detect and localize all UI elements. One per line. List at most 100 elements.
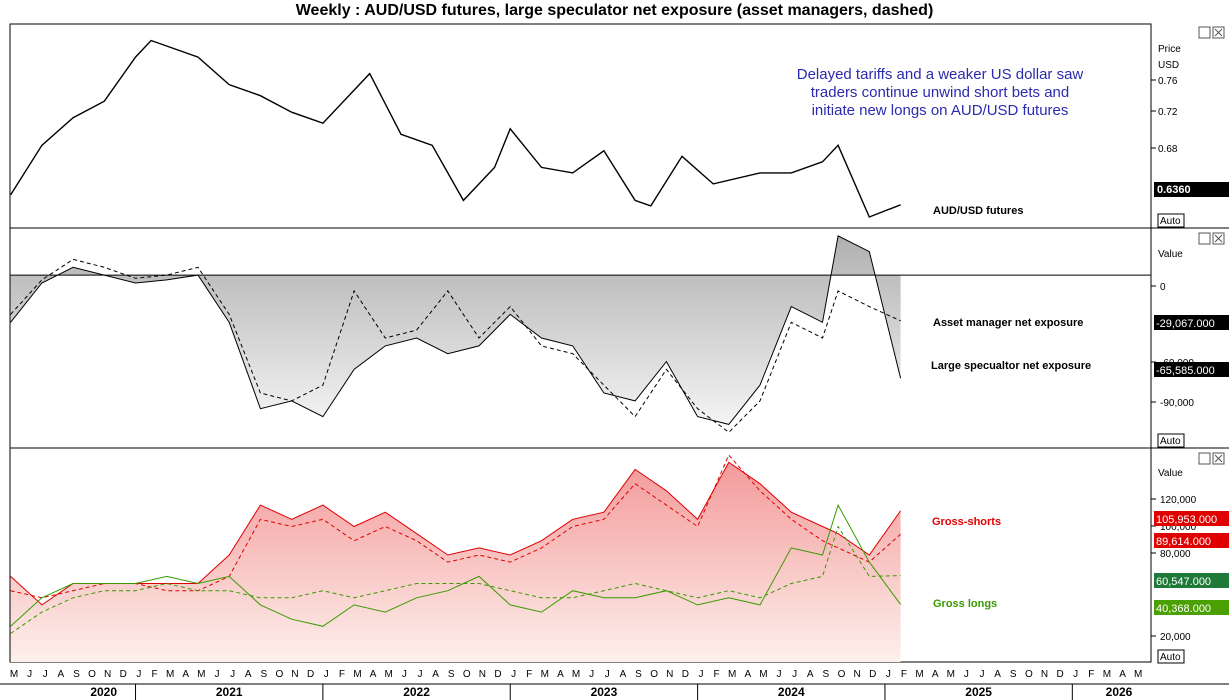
y-tick-label: 100,000 — [1160, 522, 1197, 533]
close-icon-stroke — [1214, 28, 1223, 37]
x-month-label: D — [494, 669, 501, 680]
gross-value-badge — [1154, 573, 1229, 588]
x-month-label: O — [276, 669, 284, 680]
maximize-icon[interactable] — [1198, 26, 1211, 39]
x-month-label: D — [120, 669, 127, 680]
gross-value-badge — [1154, 600, 1229, 615]
gross-value-badge — [1154, 533, 1229, 548]
auto-label: Auto — [1160, 216, 1181, 227]
x-month-label: M — [759, 669, 767, 680]
x-month-label: F — [1088, 669, 1094, 680]
last-price-value: 0.6360 — [1157, 184, 1191, 196]
x-month-label: F — [901, 669, 907, 680]
x-month-label: A — [432, 669, 439, 680]
x-month-label: N — [479, 669, 486, 680]
large-speculator-value-badge — [1154, 362, 1229, 377]
price-axis-title: Price — [1158, 44, 1181, 55]
gross-value-badge — [1154, 511, 1229, 526]
x-month-label: J — [777, 669, 782, 680]
x-month-label: S — [1010, 669, 1017, 680]
auto-label: Auto — [1160, 436, 1181, 447]
asset-manager-longs-line — [10, 525, 901, 634]
x-month-label: M — [947, 669, 955, 680]
x-month-label: A — [807, 669, 814, 680]
x-month-label: M — [10, 669, 18, 680]
x-month-label: J — [214, 669, 219, 680]
auto-button[interactable] — [1157, 649, 1185, 664]
x-month-label: A — [994, 669, 1001, 680]
auto-button[interactable] — [1157, 433, 1185, 448]
x-month-label: M — [385, 669, 393, 680]
x-month-label: J — [886, 669, 891, 680]
large-speculator-label: Large specualtor net exposure — [931, 360, 1091, 372]
x-year-label: 2020 — [90, 685, 117, 699]
x-month-label: A — [620, 669, 627, 680]
x-month-label: M — [572, 669, 580, 680]
asset-manager-value-badge — [1154, 315, 1229, 330]
y-tick-label: 0.68 — [1158, 144, 1178, 155]
maximize-icon[interactable] — [1198, 452, 1211, 465]
large-speculator-value: -65,585.000 — [1156, 365, 1215, 377]
auto-label: Auto — [1160, 652, 1181, 663]
price-series-label: AUD/USD futures — [933, 205, 1023, 217]
annotation-text: Delayed tariffs and a weaker US dollar s… — [797, 66, 1084, 83]
gross-value: 60,547.000 — [1156, 576, 1211, 588]
annotation-text: initiate new longs on AUD/USD futures — [812, 102, 1069, 119]
gross-value: 40,368.000 — [1156, 603, 1211, 615]
chart-title: Weekly : AUD/USD futures, large speculat… — [295, 2, 934, 19]
x-month-label: F — [339, 669, 345, 680]
gross-shorts-line — [10, 461, 902, 606]
x-month-label: M — [1134, 669, 1142, 680]
net-exposure-area — [10, 235, 901, 425]
gross-longs-label: Gross longs — [933, 598, 997, 610]
x-month-label: F — [526, 669, 532, 680]
x-month-label: F — [151, 669, 157, 680]
maximize-icon[interactable] — [1198, 232, 1211, 245]
x-month-label: N — [666, 669, 673, 680]
asset-manager-line — [10, 258, 901, 433]
y-tick-label: 120,000 — [1160, 495, 1197, 506]
x-month-label: N — [1041, 669, 1048, 680]
x-month-label: A — [182, 669, 189, 680]
price-series-line — [10, 39, 901, 218]
y-tick-label: 80,000 — [1160, 549, 1191, 560]
x-month-label: O — [838, 669, 846, 680]
x-month-label: J — [402, 669, 407, 680]
x-month-label: M — [541, 669, 549, 680]
annotation-text: traders continue unwind short bets and — [811, 84, 1070, 101]
x-month-label: J — [964, 669, 969, 680]
x-month-label: M — [353, 669, 361, 680]
x-year-label: 2025 — [965, 685, 992, 699]
x-month-label: J — [27, 669, 32, 680]
x-month-label: A — [245, 669, 252, 680]
auto-button[interactable] — [1157, 213, 1185, 228]
x-month-label: D — [682, 669, 689, 680]
x-month-label: A — [932, 669, 939, 680]
gross-shorts-label: Gross-shorts — [932, 516, 1001, 528]
x-month-label: J — [511, 669, 516, 680]
asset-manager-label: Asset manager net exposure — [933, 317, 1083, 329]
x-month-label: J — [980, 669, 985, 680]
x-month-label: M — [728, 669, 736, 680]
asset-manager-shorts-line — [10, 454, 901, 599]
close-icon-stroke — [1214, 454, 1223, 463]
x-month-label: S — [260, 669, 267, 680]
x-month-label: J — [43, 669, 48, 680]
x-month-label: D — [869, 669, 876, 680]
x-month-label: O — [1025, 669, 1033, 680]
x-month-label: F — [714, 669, 720, 680]
x-month-label: A — [557, 669, 564, 680]
x-month-label: N — [104, 669, 111, 680]
y-tick-label: -90,000 — [1160, 398, 1194, 409]
x-month-label: N — [853, 669, 860, 680]
y-tick-label: 20,000 — [1160, 632, 1191, 643]
x-month-label: D — [1056, 669, 1063, 680]
x-month-label: J — [605, 669, 610, 680]
x-month-label: M — [915, 669, 923, 680]
gross-shorts-area — [10, 462, 901, 662]
x-month-label: S — [73, 669, 80, 680]
last-price-badge — [1154, 182, 1229, 197]
x-month-label: O — [463, 669, 471, 680]
x-month-label: J — [417, 669, 422, 680]
